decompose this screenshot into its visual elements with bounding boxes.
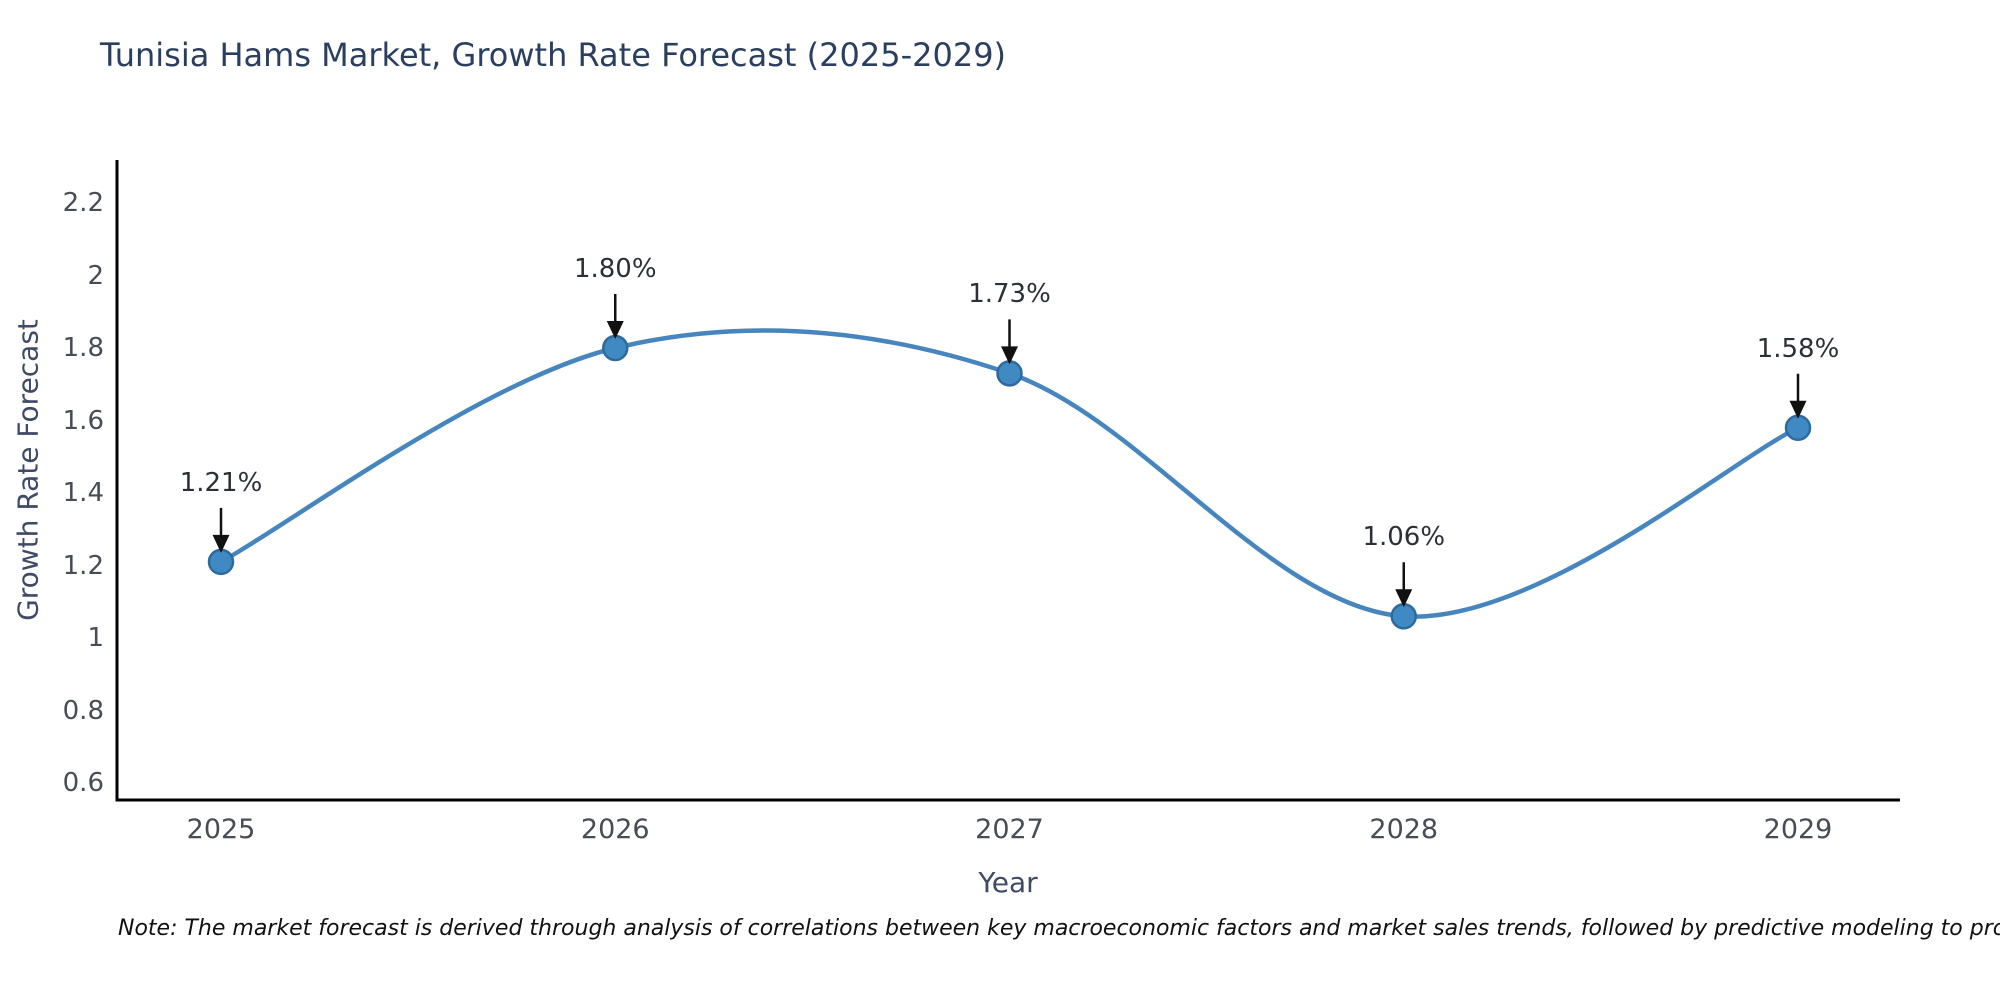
annotation-arrow-head — [1001, 346, 1018, 365]
annotation-arrow-head — [212, 534, 230, 553]
data-point-marker — [1784, 414, 1812, 441]
y-tick-label: 1.6 — [62, 405, 104, 436]
data-point-marker — [996, 360, 1023, 387]
y-tick-label: 2.2 — [62, 188, 104, 218]
data-point-marker — [207, 548, 235, 576]
y-tick-label: 0.6 — [62, 768, 104, 798]
y-tick-label: 1 — [87, 623, 104, 653]
axis-spines — [115, 160, 1900, 802]
data-point-label: 1.06% — [1362, 522, 1446, 553]
data-point-label: 1.80% — [573, 254, 657, 284]
data-point-label: 1.58% — [1756, 333, 1840, 364]
y-tick-label: 0.8 — [62, 695, 104, 726]
annotation-arrow-head — [606, 321, 624, 339]
annotation-arrow-head — [1789, 400, 1807, 419]
x-tick-label: 2025 — [186, 814, 256, 845]
x-tick-label: 2028 — [1369, 814, 1439, 845]
y-tick-label: 2 — [87, 260, 104, 291]
x-tick-label: 2029 — [1763, 814, 1833, 845]
chart-title: Tunisia Hams Market, Growth Rate Forecas… — [100, 36, 1007, 74]
y-tick-label: 1.2 — [62, 550, 104, 581]
data-point-label: 1.73% — [968, 279, 1051, 310]
y-tick-label: 1.4 — [62, 478, 104, 508]
y-tick-label: 1.8 — [62, 333, 104, 363]
data-point-marker — [602, 334, 629, 362]
x-tick-label: 2027 — [975, 814, 1044, 845]
data-point-label: 1.21% — [179, 467, 263, 498]
footnote: Note: The market forecast is derived thr… — [118, 916, 2000, 941]
x-axis-title: Year — [978, 866, 1038, 899]
x-tick-label: 2026 — [580, 814, 650, 845]
data-point-marker — [1390, 603, 1417, 630]
annotation-arrow-head — [1395, 589, 1413, 608]
